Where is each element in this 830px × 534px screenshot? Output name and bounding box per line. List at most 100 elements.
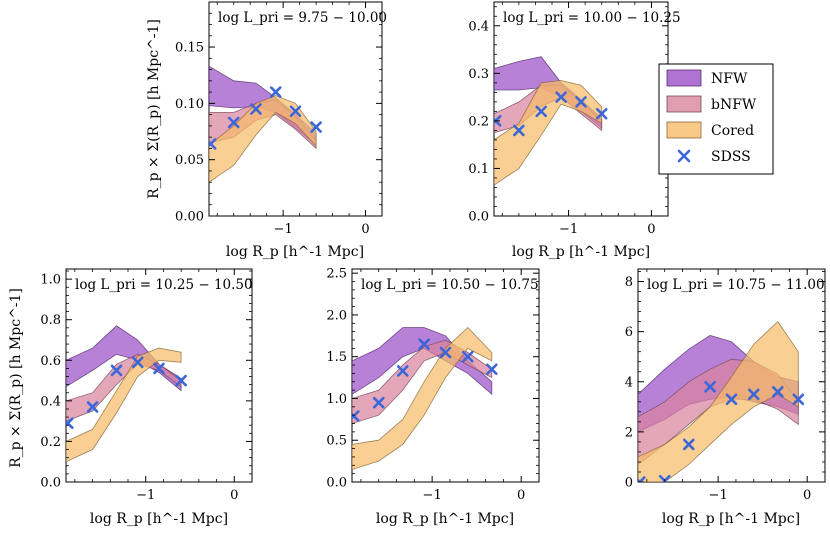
- band-cored: [352, 326, 493, 470]
- y-tick-label: 0: [625, 476, 633, 491]
- x-tick-label: 0: [647, 222, 655, 237]
- y-tick-label: 0.4: [40, 394, 61, 409]
- y-tick-label: 2.0: [326, 308, 347, 323]
- sdss-point: [269, 86, 282, 98]
- y-tick-label: 2.5: [326, 267, 347, 282]
- x-tick-label: −1: [559, 222, 578, 237]
- sdss-point: [289, 105, 302, 118]
- panel-1-frame: [208, 1, 383, 217]
- sdss-point: [372, 396, 385, 409]
- panel-3-xlabel: log R_p [h^-1 Mpc]: [90, 511, 228, 527]
- legend-swatch-bnfw: [666, 95, 702, 113]
- sdss-point: [175, 374, 187, 387]
- x-tick-label: −1: [423, 488, 442, 503]
- y-tick-label: 0.8: [40, 313, 61, 328]
- y-tick-label: 0.0: [326, 476, 347, 491]
- panel-4-title: log L_pri = 10.50 − 10.75: [361, 277, 539, 293]
- sdss-point: [66, 417, 74, 429]
- y-tick-label: 0.5: [326, 434, 347, 449]
- sdss-point: [310, 121, 322, 133]
- sdss-point: [396, 365, 409, 377]
- sdss-point: [153, 362, 165, 375]
- legend-label: Cored: [711, 123, 754, 139]
- band-bnfw: [352, 339, 493, 424]
- y-tick-label: 0.10: [175, 97, 204, 112]
- panel-3-data: [66, 325, 187, 463]
- sdss-point: [555, 91, 567, 103]
- legend-item-cored: Cored: [666, 121, 754, 139]
- y-tick-label: 1.0: [326, 392, 347, 407]
- panel-5-title: log L_pri = 10.75 − 11.00: [647, 277, 825, 293]
- legend-label: bNFW: [711, 97, 757, 113]
- sdss-point: [725, 393, 738, 406]
- x-tick-label: 0: [361, 222, 369, 237]
- panel-1: −1 0 0.00 0.05 0.10 0.15 log L_pri = 9.75 − 1…: [146, 1, 387, 260]
- y-tick-label: 0.6: [40, 354, 61, 369]
- panel-1-axes: −1 0 0.00 0.05 0.10 0.15: [175, 1, 383, 237]
- x-tick-label: −1: [136, 488, 155, 503]
- sdss-point: [352, 410, 360, 422]
- panel-3: −1 0 0.0 0.2 0.4 0.6 0.8 1.0 log L_pri = 10.25 …: [8, 268, 253, 527]
- sdss-point: [772, 385, 784, 398]
- y-tick-label: 6: [625, 325, 633, 340]
- legend-swatch-nfw: [666, 69, 702, 87]
- sdss-point: [513, 124, 525, 137]
- panel-1-data: [209, 65, 322, 183]
- band-cored: [209, 95, 317, 183]
- panel-4-data: [352, 326, 498, 470]
- panel-2-xlabel: log R_p [h^-1 Mpc]: [512, 244, 650, 260]
- panel-5-axes: −1 0 0 2 4 6 8: [625, 269, 826, 503]
- panel-2-title: log L_pri = 10.00 − 10.25: [503, 10, 681, 26]
- sdss-point: [86, 401, 99, 413]
- panel-2-data: [494, 56, 608, 186]
- sdss-point: [792, 393, 805, 406]
- band-cored: [638, 320, 799, 482]
- y-tick-label: 2: [625, 425, 633, 440]
- panel-3-frame: [65, 268, 253, 483]
- y-tick-label: 0.3: [468, 67, 489, 82]
- y-tick-label: 0.1: [468, 162, 489, 177]
- panel-4-axes: −1 0 0.0 0.5 1.0 1.5 2.0 2.5: [326, 267, 540, 503]
- panel-3-ylabel: R_p × Σ(R_p) [h Mpc^-1]: [8, 288, 24, 468]
- y-tick-label: 1.5: [326, 350, 347, 365]
- panel-2: −1 0 0.0 0.1 0.2 0.3 0.4 log L_pri = 10.00 − 1…: [468, 1, 681, 260]
- panel-5-frame: [637, 268, 826, 483]
- legend: NFW bNFW Cored SDSS: [658, 63, 774, 175]
- y-tick-label: 1.0: [40, 273, 61, 288]
- panel-5-xlabel: log R_p [h^-1 Mpc]: [662, 511, 800, 527]
- sdss-point: [110, 364, 123, 377]
- x-tick-label: −1: [709, 488, 728, 503]
- y-tick-label: 0.15: [175, 41, 204, 56]
- sdss-point: [418, 338, 430, 350]
- x-tick-label: 0: [803, 488, 811, 503]
- x-tick-label: 0: [517, 488, 525, 503]
- sdss-point: [747, 388, 760, 401]
- x-tick-label: 0: [230, 488, 238, 503]
- x-tick-label: −1: [274, 222, 293, 237]
- panel-1-xlabel: log R_p [h^-1 Mpc]: [226, 244, 364, 260]
- y-tick-label: 0.0: [468, 210, 489, 225]
- panel-3-axes: −1 0 0.0 0.2 0.4 0.6 0.8 1.0: [40, 269, 253, 503]
- y-tick-label: 0.4: [468, 19, 489, 34]
- legend-label: NFW: [711, 71, 748, 87]
- sdss-point: [439, 346, 452, 359]
- sdss-point: [227, 116, 240, 129]
- y-tick-label: 0.00: [175, 210, 204, 225]
- legend-item-sdss: SDSS: [677, 149, 751, 165]
- panel-3-title: log L_pri = 10.25 − 10.50: [75, 277, 253, 293]
- band-cored: [494, 80, 603, 186]
- sdss-point: [209, 138, 217, 150]
- sdss-point: [461, 350, 474, 363]
- sdss-point: [575, 96, 587, 108]
- y-tick-label: 4: [625, 375, 633, 390]
- sdss-point: [595, 107, 608, 120]
- y-tick-label: 0.2: [468, 114, 489, 129]
- sdss-point: [638, 476, 646, 482]
- band-nfw: [352, 327, 493, 396]
- y-tick-label: 8: [625, 275, 633, 290]
- y-tick-label: 0.0: [40, 476, 61, 491]
- legend-swatch-cored: [666, 121, 702, 139]
- sdss-point: [486, 363, 498, 376]
- band-nfw: [66, 325, 182, 392]
